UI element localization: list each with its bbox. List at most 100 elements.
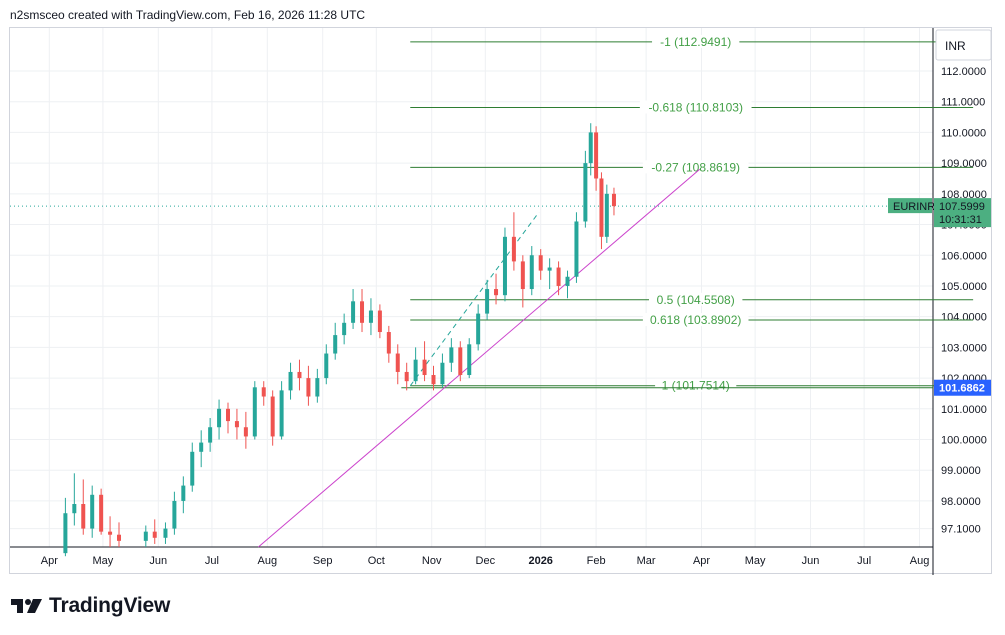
candle-body [604,193,609,237]
candle-body [342,322,347,336]
candle-body [81,504,86,529]
x-tick-label: Aug [910,555,930,567]
candle-body [529,255,534,290]
candle-body [190,451,195,486]
fib-level-label: -1 (112.9491) [660,35,731,49]
candle-body [431,375,436,385]
y-tick-label: 99.0000 [941,465,981,477]
y-tick-label: 111.0000 [941,97,985,109]
y-tick-label: 100.0000 [941,435,987,447]
y-tick-label: 103.0000 [941,342,987,354]
currency-label-box [935,29,992,61]
candle-body [279,390,284,437]
candle-body [583,163,588,222]
candle-body [377,310,382,333]
candle-body [99,494,104,532]
fib-level-label: 0.618 (103.8902) [650,313,741,327]
candle-body [108,531,113,535]
x-tick-label: Apr [693,555,710,567]
candle-body [511,236,516,262]
y-tick-label: 112.0000 [941,66,986,78]
fib-label-bg [642,313,749,327]
y-tick-label: 98.0000 [941,496,981,508]
candle-body [306,378,311,397]
x-tick-label: May [745,555,766,567]
last-price-value: 107.5999 [939,201,985,213]
y-tick-label: 97.1000 [941,524,981,536]
candle-body [315,378,320,397]
candle-body [324,353,329,379]
x-tick-label: Feb [587,555,606,567]
candle-body [565,276,570,286]
fib-label-bg [642,160,749,174]
fib-label-bg [639,100,752,114]
y-tick-label: 110.0000 [941,127,986,139]
candle-body [333,335,338,354]
fib-level-label: -0.618 (110.8103) [648,101,743,115]
candle-body [599,178,604,237]
x-tick-label: Sep [313,555,333,567]
candle-body [413,359,418,382]
candle-body [351,301,356,323]
candle-body [243,427,248,437]
symbol-badge [888,198,932,214]
candle-body [234,421,239,428]
candle-body [117,534,121,541]
candle-body [360,301,365,323]
candle-body [181,485,186,501]
candle-body [404,371,409,382]
x-tick-label: Mar [637,555,656,567]
x-tick-label: Oct [368,555,385,567]
candle-body [395,353,400,372]
candle-body [199,442,204,452]
candle-body [288,371,293,391]
candle-body [440,362,445,385]
candle-body [90,494,95,529]
x-tick-label: Apr [41,555,58,567]
x-tick-label: May [93,555,114,567]
candle-body [538,255,543,271]
x-tick-label: 2026 [528,555,552,567]
candle-body [611,193,616,207]
tradingview-logo-text: TradingView [49,594,171,617]
candle-body [72,504,77,514]
candle-body [270,396,275,437]
candle-body [556,267,561,286]
fib-level-label: 0.5 (104.5508) [657,293,735,307]
candle-body [163,528,168,538]
candle-body [63,513,68,554]
candlestick-chart[interactable]: 97.100098.000099.0000100.0000101.0000102… [10,28,993,575]
candle-body [208,427,213,443]
fib-label-bg [652,34,740,48]
reference-price-value: 101.6862 [939,383,985,395]
tradingview-logo-icon [11,599,42,613]
y-tick-label: 101.0000 [941,404,987,416]
candle-body [449,347,454,363]
tradingview-logo[interactable]: TradingView [11,594,170,618]
candle-body [520,261,525,290]
bar-countdown: 10:31:31 [939,214,982,226]
candle-body [252,387,257,437]
candle-body [226,408,230,422]
y-tick-label: 104.0000 [941,312,987,324]
currency-label: INR [945,39,966,53]
candle-body [485,289,490,314]
y-tick-label: 106.0000 [941,250,987,262]
last-price-badge [934,198,991,228]
candle-body [574,221,579,277]
candle-body [368,310,373,323]
candle-body [588,132,593,164]
candle-body [297,371,302,379]
candle-body [152,531,157,538]
chart-frame[interactable]: 97.1000 98.0000 99.0000 100.0000 101.0000 102… [9,27,993,575]
x-tick-label: Jun [149,555,167,567]
candle-body [594,132,599,179]
x-tick-label: Jul [205,555,219,567]
x-tick-label: Nov [422,555,442,567]
support-trendline [258,168,701,548]
fib-label-bg [648,292,743,306]
symbol-badge-label: EURINR [893,201,935,213]
candle-body [172,500,177,529]
candle-body [494,289,499,296]
candle-body [476,313,481,345]
